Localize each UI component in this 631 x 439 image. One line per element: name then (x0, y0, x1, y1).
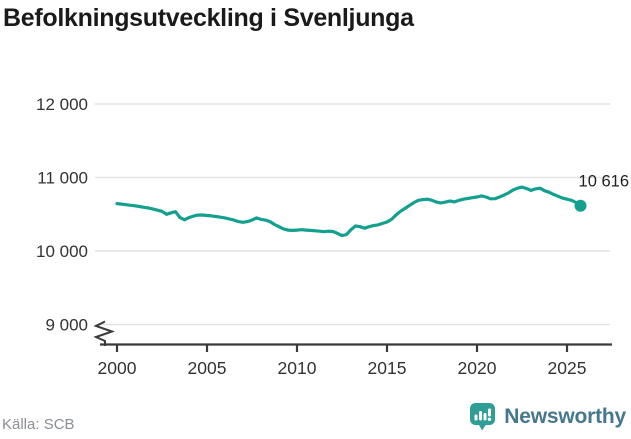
y-tick-label: 9 000 (45, 316, 88, 335)
newsworthy-logo[interactable]: Newsworthy (469, 402, 626, 431)
x-tick-label: 2000 (98, 358, 137, 378)
population-line (115, 185, 583, 238)
newsworthy-logo-text: Newsworthy (504, 404, 626, 428)
gridlines (95, 103, 610, 326)
data-series (115, 185, 587, 238)
newsworthy-bars-bubble-icon (470, 403, 496, 431)
y-axis-break-icon (93, 320, 116, 346)
x-tick-label: 2010 (278, 358, 317, 378)
x-tick-label: 2005 (188, 358, 227, 378)
axes (93, 320, 612, 352)
latest-value-dot (574, 199, 587, 212)
y-tick-label: 12 000 (36, 95, 88, 114)
source-credit: Källa: SCB (2, 416, 75, 433)
end-value-label: 10 616 (579, 173, 629, 191)
x-tick-label: 2015 (368, 358, 407, 378)
page-title: Befolkningsutveckling i Svenljunga (3, 4, 414, 32)
x-tick-label: 2025 (548, 358, 587, 378)
y-tick-label: 11 000 (37, 169, 88, 188)
y-tick-label: 10 000 (36, 242, 88, 261)
x-tick-label: 2020 (458, 358, 497, 378)
axis-tick-labels: 9 000 10 000 11 000 12 000 2000 2005 2010 2015 2… (36, 95, 586, 378)
